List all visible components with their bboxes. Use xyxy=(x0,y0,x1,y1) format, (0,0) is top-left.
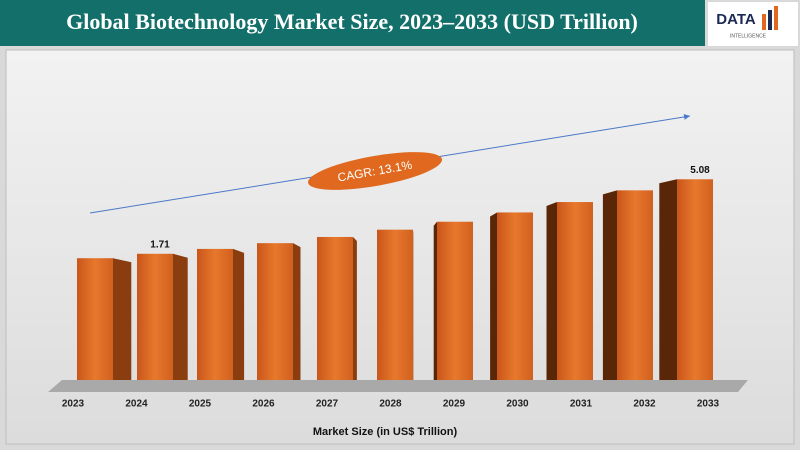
x-axis-label: Market Size (in US$ Trillion) xyxy=(313,426,458,438)
x-tick-label: 2031 xyxy=(570,399,593,410)
bar-side xyxy=(113,258,131,380)
bar-side xyxy=(293,243,301,380)
bar-side xyxy=(434,222,437,380)
bar xyxy=(437,222,473,380)
x-tick-label: 2033 xyxy=(697,399,720,410)
bar-side xyxy=(353,237,357,380)
x-tick-label: 2024 xyxy=(125,399,148,410)
bar-side xyxy=(173,254,188,380)
logo-text: DATA xyxy=(716,11,756,28)
x-tick-label: 2025 xyxy=(189,399,212,410)
bar-side xyxy=(603,190,617,380)
data-label: 1.71 xyxy=(150,239,170,250)
x-tick-label: 2032 xyxy=(633,399,656,410)
bar xyxy=(317,237,353,380)
logo-icon xyxy=(774,6,778,30)
bar xyxy=(497,212,533,380)
x-tick-label: 2023 xyxy=(62,399,85,410)
x-tick-label: 2026 xyxy=(252,399,275,410)
logo-icon xyxy=(762,14,766,30)
bar xyxy=(77,258,113,380)
x-tick-label: 2028 xyxy=(379,399,402,410)
bar xyxy=(257,243,293,380)
floor xyxy=(48,380,748,392)
bar xyxy=(677,179,713,380)
x-tick-label: 2030 xyxy=(506,399,529,410)
x-tick-label: 2027 xyxy=(316,399,339,410)
bar-side xyxy=(659,179,677,380)
bar xyxy=(377,230,413,380)
bar-side xyxy=(233,249,244,380)
logo-icon xyxy=(768,10,772,30)
bar xyxy=(197,249,233,380)
logo-subtext: INTELLIGENCE xyxy=(730,33,767,39)
bar-side xyxy=(490,212,497,380)
data-label: 5.08 xyxy=(690,165,710,176)
bar xyxy=(137,254,173,380)
bar-side xyxy=(547,202,558,380)
bar xyxy=(617,190,653,380)
bar xyxy=(557,202,593,380)
chart-title: Global Biotechnology Market Size, 2023–2… xyxy=(66,9,638,34)
x-tick-label: 2029 xyxy=(443,399,466,410)
